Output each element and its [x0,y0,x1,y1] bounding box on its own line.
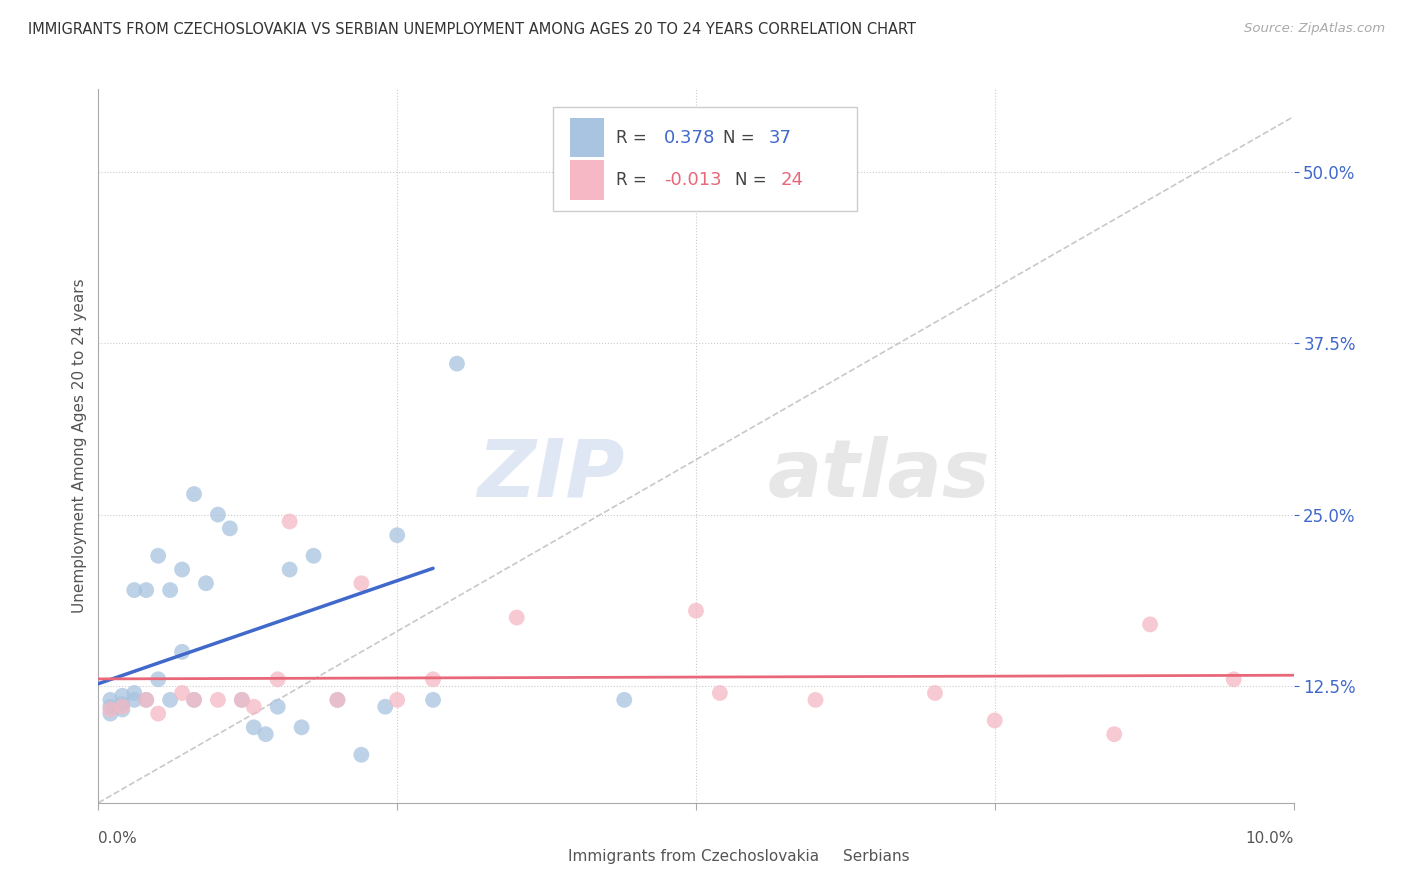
Point [98,699,122,714]
Point [243,720,266,734]
FancyBboxPatch shape [553,107,858,211]
Point [422,693,444,707]
Text: IMMIGRANTS FROM CZECHOSLOVAKIA VS SERBIAN UNEMPLOYMENT AMONG AGES 20 TO 24 YEARS: IMMIGRANTS FROM CZECHOSLOVAKIA VS SERBIA… [28,22,917,37]
Text: -0.013: -0.013 [664,171,721,189]
Point [231,693,253,707]
Point [983,714,1005,728]
Text: Source: ZipAtlas.com: Source: ZipAtlas.com [1244,22,1385,36]
Text: 37: 37 [769,128,792,146]
Point [804,693,827,707]
Point [159,583,181,598]
Point [385,528,409,542]
Point [135,693,157,707]
Text: N =: N = [735,171,772,189]
Point [506,610,529,624]
Point [111,702,134,716]
Text: R =: R = [616,171,652,189]
Point [172,562,194,576]
FancyBboxPatch shape [571,118,605,157]
Text: 10.0%: 10.0% [1246,831,1294,847]
Point [183,487,205,501]
Point [159,693,181,707]
Point [254,727,277,741]
Point [1104,727,1126,741]
Text: 24: 24 [780,171,804,189]
Text: R =: R = [616,128,652,146]
Point [1223,673,1246,687]
Point [326,693,349,707]
Point [290,720,312,734]
Point [194,576,218,591]
Point [135,693,157,707]
Text: N =: N = [724,128,761,146]
Point [98,706,122,721]
Point [111,697,134,711]
Text: Immigrants from Czechoslovakia: Immigrants from Czechoslovakia [568,849,820,863]
Point [302,549,325,563]
Text: 0.0%: 0.0% [98,831,138,847]
Text: 0.378: 0.378 [664,128,716,146]
Point [326,693,349,707]
Point [613,693,636,707]
Point [98,702,122,716]
Point [135,583,157,598]
Point [219,521,242,535]
FancyBboxPatch shape [810,845,835,869]
Point [374,699,396,714]
Point [124,686,146,700]
Point [350,576,373,591]
FancyBboxPatch shape [571,161,605,200]
Point [709,686,731,700]
Point [172,645,194,659]
Text: Serbians: Serbians [844,849,910,863]
Point [148,706,170,721]
Point [278,515,301,529]
Text: ZIP: ZIP [477,435,624,514]
Point [613,185,636,199]
Point [124,693,146,707]
Point [422,673,444,687]
FancyBboxPatch shape [534,845,561,869]
Point [207,693,229,707]
Text: atlas: atlas [768,435,990,514]
Point [124,583,146,598]
Point [924,686,946,700]
Point [111,689,134,703]
Point [183,693,205,707]
Point [278,562,301,576]
Point [446,357,468,371]
Point [350,747,373,762]
Point [1139,617,1161,632]
Point [267,699,290,714]
Point [148,549,170,563]
Point [231,693,253,707]
Point [172,686,194,700]
Point [111,699,134,714]
Point [148,673,170,687]
Point [98,693,122,707]
Point [183,693,205,707]
Point [243,699,266,714]
Point [685,604,707,618]
Point [385,693,409,707]
Y-axis label: Unemployment Among Ages 20 to 24 years: Unemployment Among Ages 20 to 24 years [72,278,87,614]
Point [267,673,290,687]
Point [207,508,229,522]
